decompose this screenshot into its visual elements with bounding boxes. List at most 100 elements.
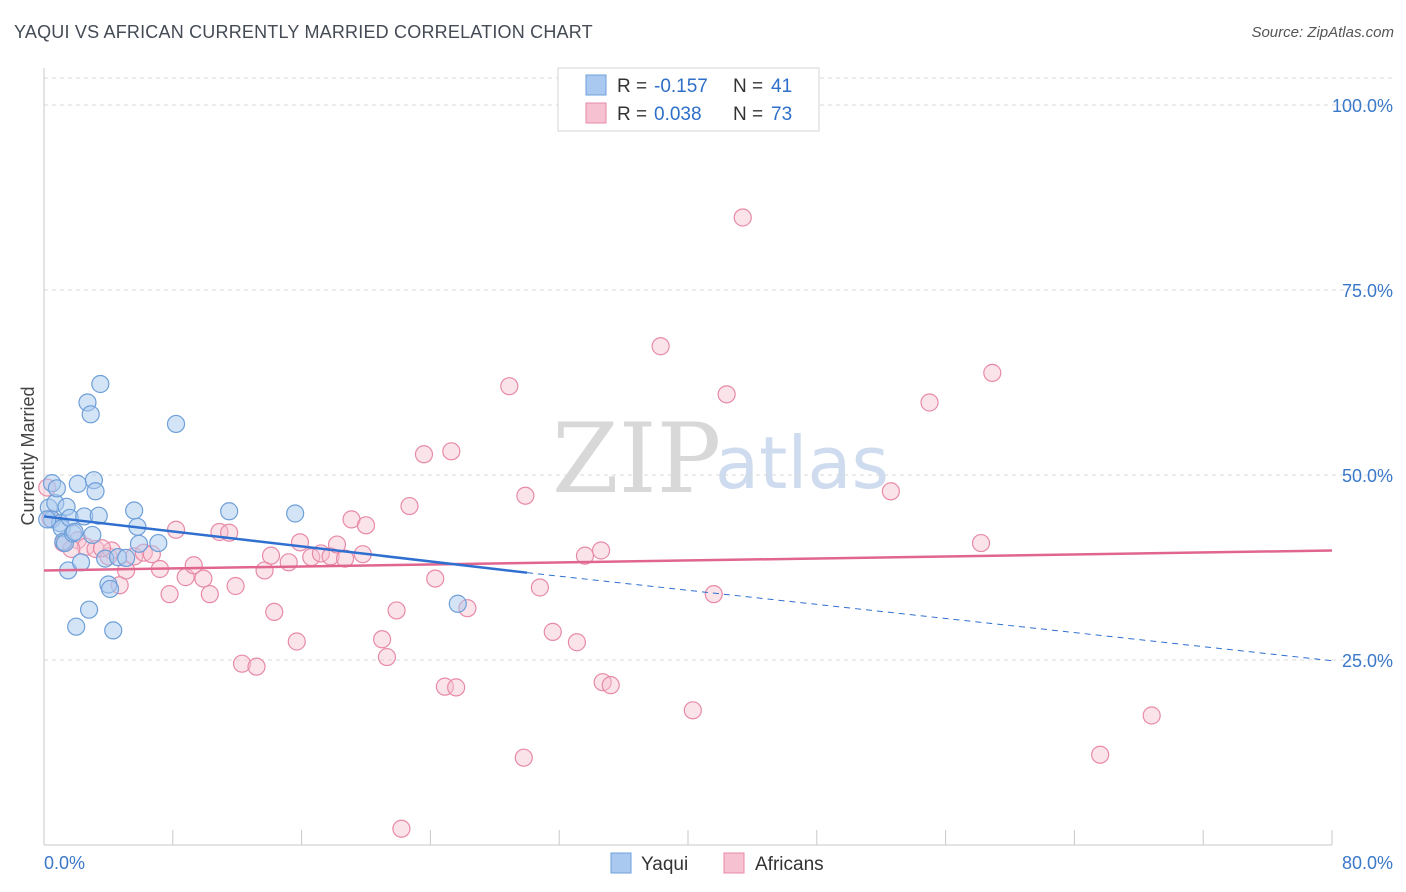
yaqui-trend-extension	[526, 572, 1333, 662]
legend-swatch-yaqui	[585, 74, 607, 96]
yaqui-point	[38, 510, 57, 529]
africans-point	[683, 701, 702, 720]
africans-point	[287, 632, 306, 651]
yaqui-point	[104, 621, 123, 640]
yaqui-points	[38, 374, 467, 640]
yaqui-point	[220, 502, 239, 521]
yaqui-point	[65, 522, 84, 542]
yaqui-point	[89, 506, 108, 525]
yaqui-point	[47, 479, 66, 498]
africans-point	[232, 654, 252, 673]
yaqui-point	[166, 414, 186, 434]
x-tick-label-max: 80.0%	[1342, 853, 1393, 873]
yaqui-trend-line	[43, 515, 528, 574]
yaqui-point	[125, 501, 144, 520]
bottom-legend-label-yaqui: Yaqui	[641, 854, 688, 875]
trend-lines	[43, 515, 1333, 662]
africans-point	[881, 482, 900, 501]
africans-point	[247, 657, 266, 676]
africans-point	[543, 622, 562, 641]
africans-point	[920, 393, 939, 412]
yaqui-point	[129, 534, 149, 553]
bottom-legend-label-africans: Africans	[755, 854, 824, 875]
africans-point	[514, 748, 533, 767]
africans-point	[414, 445, 434, 464]
africans-point	[226, 576, 245, 596]
yaqui-point	[83, 525, 102, 545]
yaqui-point	[448, 594, 467, 613]
legend-n-label-yaqui: N =	[733, 76, 763, 97]
africans-point	[500, 377, 519, 396]
y-axis-label: Currently Married	[18, 386, 38, 525]
africans-point	[261, 546, 281, 565]
legend-n-value-yaqui: 41	[771, 76, 792, 97]
chart-source: Source: ZipAtlas.com	[1251, 24, 1394, 41]
africans-point	[184, 556, 203, 575]
yaqui-point	[86, 482, 105, 501]
bottom-legend-swatch-yaqui	[610, 852, 632, 874]
africans-point	[530, 578, 549, 597]
y-tick-label: 100.0%	[1332, 96, 1393, 116]
legend-r-label-yaqui: R =	[617, 76, 647, 97]
africans-point	[279, 553, 298, 572]
africans-trend-line	[43, 549, 1333, 572]
yaqui-point	[117, 548, 136, 567]
legend-n-value-africans: 73	[771, 104, 792, 125]
africans-point	[194, 569, 213, 588]
africans-point	[983, 363, 1002, 382]
watermark-zip: ZIP	[552, 403, 721, 515]
yaqui-point	[91, 374, 110, 394]
yaqui-point	[67, 617, 86, 636]
legend-swatch-africans	[585, 102, 607, 124]
africans-point	[971, 533, 991, 553]
africans-point	[591, 541, 611, 560]
africans-point	[651, 337, 670, 356]
chart-title: YAQUI VS AFRICAN CURRENTLY MARRIED CORRE…	[14, 22, 593, 42]
africans-point	[704, 585, 723, 604]
y-tick-label: 75.0%	[1342, 281, 1393, 301]
africans-point	[1091, 745, 1110, 764]
africans-point	[160, 585, 179, 604]
y-tick-label: 50.0%	[1342, 466, 1393, 486]
africans-point	[387, 601, 406, 620]
africans-point	[1142, 706, 1161, 725]
yaqui-point	[286, 504, 305, 523]
africans-point	[601, 676, 620, 695]
africans-point	[200, 585, 219, 604]
africans-point	[377, 647, 397, 667]
africans-points	[38, 208, 1161, 838]
africans-point	[426, 569, 445, 588]
africans-point	[575, 546, 595, 565]
watermark-atlas: atlas	[715, 421, 889, 505]
gridlines	[44, 77, 1392, 661]
yaqui-point	[79, 600, 99, 619]
africans-point	[356, 516, 376, 535]
africans-point	[567, 633, 587, 652]
africans-point	[392, 819, 411, 838]
y-tick-label: 25.0%	[1342, 651, 1393, 671]
yaqui-point	[68, 474, 87, 493]
africans-point	[290, 533, 310, 552]
africans-point	[335, 549, 355, 568]
africans-point	[717, 385, 736, 404]
yaqui-point	[71, 553, 91, 572]
y-tick-labels: 25.0% 50.0% 75.0% 100.0%	[1332, 96, 1393, 671]
x-tick-label-min: 0.0%	[44, 853, 85, 873]
africans-point	[373, 630, 392, 649]
legend-r-value-yaqui: -0.157	[654, 76, 708, 97]
legend-n-label-africans: N =	[733, 104, 763, 125]
africans-point	[516, 486, 535, 505]
yaqui-point	[81, 405, 100, 424]
yaqui-point	[100, 579, 120, 599]
legend-r-label-africans: R =	[617, 104, 647, 125]
yaqui-point	[149, 533, 168, 553]
africans-point	[442, 442, 461, 461]
x-ticks	[172, 830, 1333, 845]
bottom-legend-swatch-africans	[723, 852, 745, 874]
series-legend: Yaqui Africans	[610, 852, 824, 875]
africans-point	[400, 496, 419, 516]
africans-point	[733, 208, 752, 227]
legend-r-value-africans: 0.038	[654, 104, 702, 125]
stats-legend: R = -0.157 N = 41 R = 0.038 N = 73	[557, 67, 820, 132]
